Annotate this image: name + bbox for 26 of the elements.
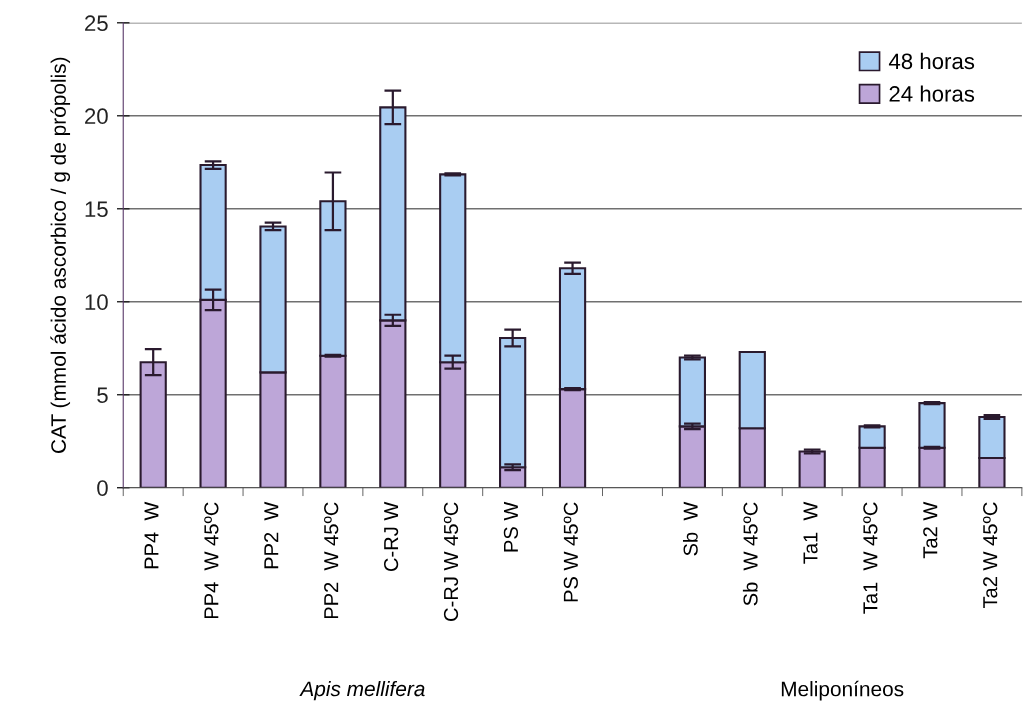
y-tick-label: 25 xyxy=(85,15,108,32)
text: Apis mellifera xyxy=(299,680,425,701)
x-tick-label: Sb W xyxy=(682,501,698,556)
text: Meliponíneos xyxy=(781,680,904,701)
x-tick-label: Ta1 W xyxy=(803,501,818,564)
x-tick-label: PS W 45ºC xyxy=(563,502,578,602)
x-tick-label: C-RJ W xyxy=(383,501,399,572)
y-axis-title: CAT (mmol ácido ascorbico / g de própolis) xyxy=(50,57,71,453)
y-tick-label: 0 xyxy=(97,480,108,496)
x-tick-label: PP4 W xyxy=(144,501,159,569)
legend-label: 24 horas xyxy=(889,85,975,102)
x-tick-label: PP2 W 45ºC xyxy=(324,502,339,619)
x-tick-label: PP4 W 45ºC xyxy=(204,502,219,619)
y-tick-label: 10 xyxy=(85,294,108,311)
x-tick-label: C-RJ W 45ºC xyxy=(443,502,459,621)
legend-label: 48 horas xyxy=(888,52,975,70)
y-tick-label: 15 xyxy=(85,201,108,218)
x-tick-label: PS W xyxy=(503,501,519,552)
y-tick-label: 20 xyxy=(85,108,108,125)
x-tick-label: PP2 W xyxy=(264,501,279,569)
bar xyxy=(798,450,826,488)
y-tick-label: 5 xyxy=(97,387,108,403)
x-tick-label: Ta1 W 45ºC xyxy=(863,502,878,614)
x-tick-label: Sb W 45ºC xyxy=(742,502,758,606)
x-tick-label: Ta2 W 45ºC xyxy=(983,502,998,609)
x-tick-label: Ta2 W xyxy=(923,501,938,559)
